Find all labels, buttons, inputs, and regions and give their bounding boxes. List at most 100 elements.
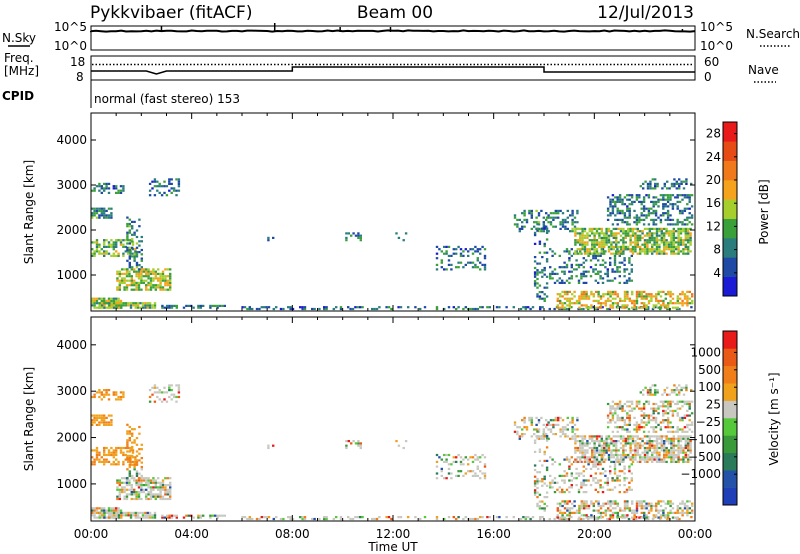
power-cell xyxy=(289,306,292,309)
power-cell xyxy=(570,254,573,257)
power-cell xyxy=(670,243,673,246)
velocity-cell xyxy=(679,507,682,510)
velocity-cell xyxy=(459,470,463,473)
velocity-cell xyxy=(686,400,689,403)
velocity-cell xyxy=(679,458,683,461)
velocity-cell xyxy=(654,426,658,429)
power-cell xyxy=(669,218,672,221)
power-cell xyxy=(112,245,115,248)
power-cell xyxy=(628,216,631,219)
velocity-cell xyxy=(591,453,594,457)
power-cell xyxy=(631,230,635,233)
velocity-cell xyxy=(563,479,566,482)
velocity-cell xyxy=(585,514,588,517)
power-cell xyxy=(648,241,651,244)
velocity-cell xyxy=(647,430,651,433)
power-cell xyxy=(658,245,661,248)
power-cell xyxy=(668,187,671,190)
power-cell xyxy=(666,212,670,215)
velocity-cell xyxy=(140,443,143,446)
velocity-cell xyxy=(581,442,584,445)
power-cell xyxy=(450,263,453,266)
velocity-cell xyxy=(580,514,583,517)
power-cell xyxy=(616,270,619,273)
velocity-cell xyxy=(115,514,118,517)
power-cell xyxy=(272,236,275,239)
velocity-cell xyxy=(126,454,129,457)
power-cell xyxy=(95,239,99,242)
power-cell xyxy=(682,187,686,190)
velocity-cell xyxy=(103,460,106,463)
velocity-cell xyxy=(617,435,620,438)
velocity-cell xyxy=(145,493,148,496)
power-cell xyxy=(681,212,684,215)
velocity-cell xyxy=(100,419,103,422)
velocity-cell xyxy=(630,479,633,482)
colorbar-swatch xyxy=(723,180,737,200)
velocity-cell xyxy=(591,435,594,438)
velocity-cell xyxy=(666,405,670,408)
velocity-cell xyxy=(128,430,131,433)
power-cell xyxy=(172,187,176,190)
velocity-cell xyxy=(583,444,587,447)
power-cell xyxy=(589,259,593,262)
velocity-cell xyxy=(98,458,101,461)
velocity-cell xyxy=(597,502,600,505)
power-cell xyxy=(621,209,624,212)
power-cell xyxy=(623,216,627,219)
power-cell xyxy=(435,245,439,248)
velocity-cell xyxy=(627,517,631,521)
power-cell xyxy=(662,290,665,293)
velocity-cell xyxy=(131,454,134,457)
power-cell xyxy=(615,252,618,255)
velocity-cell xyxy=(147,479,150,482)
power-cell xyxy=(536,269,539,272)
power-cell xyxy=(339,306,343,309)
velocity-cell xyxy=(513,423,517,426)
velocity-cell xyxy=(347,440,350,443)
velocity-cell xyxy=(639,442,642,445)
power-cell xyxy=(670,236,673,239)
velocity-cell xyxy=(633,423,636,426)
power-cell xyxy=(548,307,551,311)
power-cell xyxy=(607,227,611,230)
power-cell xyxy=(530,212,533,215)
velocity-cell xyxy=(156,395,159,399)
power-cell xyxy=(549,266,552,269)
power-cell xyxy=(663,241,666,244)
power-cell xyxy=(549,221,553,224)
power-cell xyxy=(107,245,111,248)
velocity-cell xyxy=(223,514,226,517)
velocity-cell xyxy=(614,500,617,503)
velocity-cell xyxy=(136,514,140,517)
velocity-cell xyxy=(600,458,603,461)
velocity-cell xyxy=(642,393,645,396)
power-cell xyxy=(629,241,632,244)
power-cell xyxy=(146,306,149,309)
velocity-cell xyxy=(619,446,623,450)
power-cell xyxy=(128,225,131,228)
velocity-cell xyxy=(539,516,542,519)
power-cell xyxy=(618,218,622,221)
velocity-cell xyxy=(689,440,692,443)
power-cell xyxy=(108,302,111,305)
velocity-cell xyxy=(339,517,343,521)
power-cell xyxy=(455,248,458,251)
velocity-cell xyxy=(688,400,691,403)
power-cell xyxy=(93,189,96,192)
velocity-cell xyxy=(652,409,655,412)
power-cell xyxy=(665,248,668,251)
velocity-cell xyxy=(323,517,326,521)
velocity-cell xyxy=(658,442,661,445)
power-cell xyxy=(474,263,477,266)
velocity-cell xyxy=(592,465,595,468)
y-tick-label: 2000 xyxy=(56,431,87,445)
power-cell xyxy=(103,241,106,244)
velocity-cell xyxy=(349,517,352,521)
velocity-cell xyxy=(98,391,101,394)
power-cell xyxy=(128,248,131,252)
velocity-cell xyxy=(123,491,126,494)
velocity-cell xyxy=(133,465,136,469)
power-cell xyxy=(587,306,591,309)
velocity-cell xyxy=(583,456,587,459)
